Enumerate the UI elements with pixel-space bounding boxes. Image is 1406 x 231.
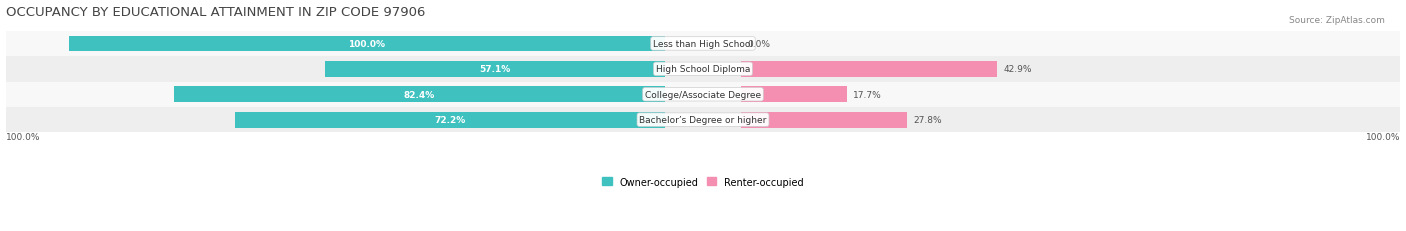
Legend: Owner-occupied, Renter-occupied: Owner-occupied, Renter-occupied	[599, 173, 807, 191]
Text: 100.0%: 100.0%	[1367, 132, 1400, 141]
Bar	[741, 112, 907, 128]
Text: 17.7%: 17.7%	[853, 90, 882, 99]
Bar	[6, 32, 1400, 57]
Bar	[741, 87, 846, 103]
Text: 27.8%: 27.8%	[912, 116, 942, 125]
Text: 0.0%: 0.0%	[748, 40, 770, 49]
Bar	[325, 62, 665, 77]
Bar	[6, 57, 1400, 82]
Text: 57.1%: 57.1%	[479, 65, 510, 74]
Text: 100.0%: 100.0%	[6, 132, 39, 141]
Text: 82.4%: 82.4%	[404, 90, 434, 99]
Text: College/Associate Degree: College/Associate Degree	[645, 90, 761, 99]
Text: Less than High School: Less than High School	[652, 40, 754, 49]
Bar	[69, 36, 665, 52]
Text: 72.2%: 72.2%	[434, 116, 465, 125]
Bar	[235, 112, 665, 128]
Bar	[741, 62, 997, 77]
Text: Bachelor’s Degree or higher: Bachelor’s Degree or higher	[640, 116, 766, 125]
Text: 42.9%: 42.9%	[1002, 65, 1032, 74]
Bar	[6, 82, 1400, 107]
Text: OCCUPANCY BY EDUCATIONAL ATTAINMENT IN ZIP CODE 97906: OCCUPANCY BY EDUCATIONAL ATTAINMENT IN Z…	[6, 6, 425, 18]
Text: Source: ZipAtlas.com: Source: ZipAtlas.com	[1289, 16, 1385, 25]
Text: High School Diploma: High School Diploma	[655, 65, 751, 74]
Text: 100.0%: 100.0%	[349, 40, 385, 49]
Bar	[6, 107, 1400, 133]
Bar	[174, 87, 665, 103]
